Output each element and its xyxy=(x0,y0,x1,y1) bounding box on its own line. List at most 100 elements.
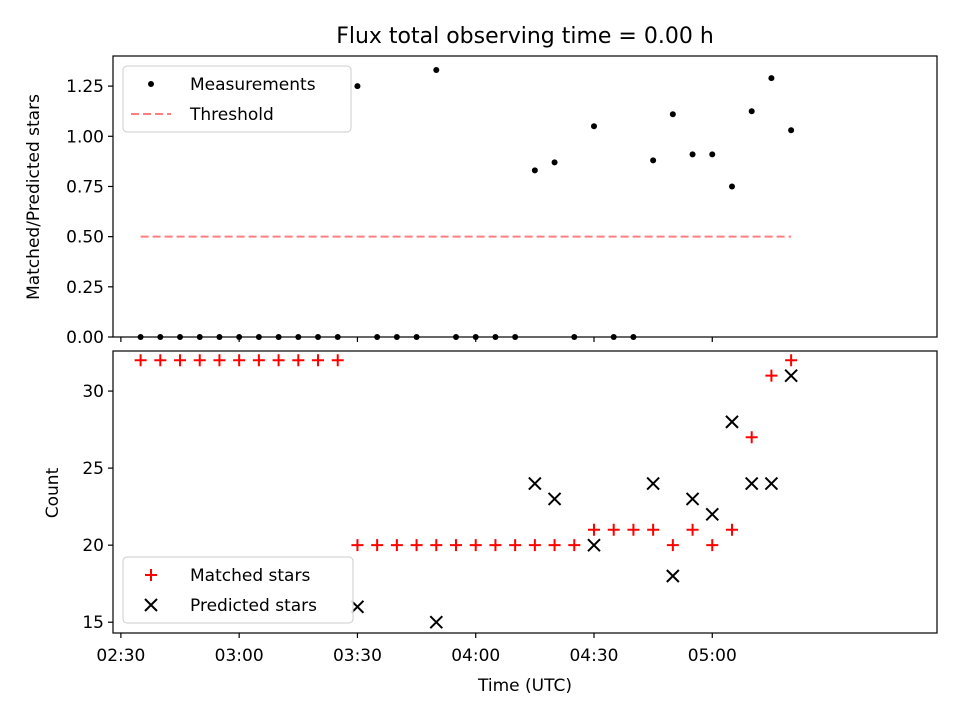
data-point xyxy=(272,354,285,367)
data-point xyxy=(531,167,538,174)
legend-label: Matched stars xyxy=(190,566,310,586)
data-point xyxy=(768,75,775,82)
data-point xyxy=(590,123,597,130)
data-point xyxy=(725,415,739,429)
data-point xyxy=(509,539,522,552)
data-point xyxy=(551,159,558,166)
chart-title: Flux total observing time = 0.00 h xyxy=(336,24,714,49)
data-point xyxy=(706,539,719,552)
series-matched-stars xyxy=(134,354,798,552)
data-point xyxy=(685,492,700,506)
data-point xyxy=(547,492,562,506)
data-point xyxy=(174,354,187,367)
data-point xyxy=(666,569,680,583)
bottom-y-axis-label: Count xyxy=(43,467,63,518)
x-axis-label: Time (UTC) xyxy=(477,676,572,696)
data-point xyxy=(686,523,699,536)
legend-frame xyxy=(122,556,354,624)
data-point xyxy=(666,539,679,552)
x-tick-label: 05:00 xyxy=(688,646,737,666)
data-point xyxy=(134,354,147,367)
data-point xyxy=(433,67,440,74)
data-point xyxy=(354,83,361,90)
y-tick-label: 0.25 xyxy=(66,278,104,298)
data-point xyxy=(489,539,502,552)
data-point xyxy=(744,476,759,491)
data-point xyxy=(154,354,167,367)
y-tick-label: 20 xyxy=(82,536,104,556)
data-point xyxy=(748,108,755,115)
legend: Matched stars Predicted stars xyxy=(122,556,354,624)
data-point xyxy=(745,431,758,444)
bottom-panel: 15 20 25 30 02:30 03:00 03:30 04:00 04:30 05:00 Ma… xyxy=(82,350,938,666)
data-point xyxy=(528,476,542,491)
data-point xyxy=(390,539,403,552)
data-point xyxy=(410,539,423,552)
data-point xyxy=(312,354,325,367)
legend-swatch xyxy=(144,598,158,612)
legend-entry: Predicted stars xyxy=(144,596,317,616)
data-point xyxy=(351,539,364,552)
data-point xyxy=(371,539,384,552)
legend-entry: Matched stars xyxy=(145,566,310,586)
data-point xyxy=(788,127,795,134)
data-point xyxy=(689,151,696,158)
data-point xyxy=(430,539,443,552)
legend-swatch xyxy=(148,81,154,87)
data-point xyxy=(607,523,620,536)
data-point xyxy=(785,354,798,367)
data-point xyxy=(450,539,463,552)
y-tick-label: 1.25 xyxy=(66,77,104,97)
y-tick-label: 25 xyxy=(82,459,104,479)
y-tick-label: 0.00 xyxy=(66,328,104,348)
x-tick-label: 02:30 xyxy=(96,646,145,666)
x-tick-label: 03:00 xyxy=(215,646,264,666)
data-point xyxy=(587,523,600,536)
legend-frame xyxy=(122,65,352,133)
top-y-axis-label: Matched/Predicted stars xyxy=(24,94,44,300)
data-point xyxy=(429,615,443,629)
top-panel: 0.00 0.25 0.50 0.75 1.00 1.25 Measurements Thre… xyxy=(66,55,938,348)
x-tick-label: 04:30 xyxy=(569,646,618,666)
data-point xyxy=(193,354,206,367)
data-point xyxy=(650,157,657,164)
y-tick-label: 1.00 xyxy=(66,127,104,147)
x-tick-label: 04:00 xyxy=(451,646,500,666)
data-point xyxy=(528,539,541,552)
data-point xyxy=(728,183,735,190)
x-tick-label: 03:30 xyxy=(333,646,382,666)
data-point xyxy=(548,539,561,552)
data-point xyxy=(705,507,719,522)
legend-label: Measurements xyxy=(190,75,316,95)
data-point xyxy=(646,476,660,491)
legend-label: Threshold xyxy=(189,105,274,125)
data-point xyxy=(233,354,246,367)
data-point xyxy=(568,539,581,552)
data-point xyxy=(627,523,640,536)
axes-frame xyxy=(112,350,938,634)
y-tick-label: 15 xyxy=(82,613,104,633)
data-point xyxy=(669,111,676,118)
legend-swatch xyxy=(145,569,157,581)
data-point xyxy=(764,476,779,491)
data-point xyxy=(647,523,660,536)
data-point xyxy=(765,369,778,382)
data-point xyxy=(213,354,226,367)
data-point xyxy=(725,523,738,536)
data-point xyxy=(252,354,265,367)
legend: Measurements Threshold xyxy=(122,65,352,133)
legend-entry: Measurements xyxy=(148,75,316,95)
series-measurements xyxy=(137,67,795,340)
data-point xyxy=(331,354,344,367)
data-point xyxy=(469,539,482,552)
data-point xyxy=(709,151,716,158)
data-point xyxy=(784,368,798,383)
legend-label: Predicted stars xyxy=(190,596,317,616)
y-tick-label: 0.75 xyxy=(66,177,104,197)
data-point xyxy=(292,354,305,367)
y-tick-label: 0.50 xyxy=(66,228,104,248)
legend-entry: Threshold xyxy=(131,105,274,125)
y-tick-label: 30 xyxy=(82,382,104,402)
axes-frame xyxy=(112,55,938,338)
